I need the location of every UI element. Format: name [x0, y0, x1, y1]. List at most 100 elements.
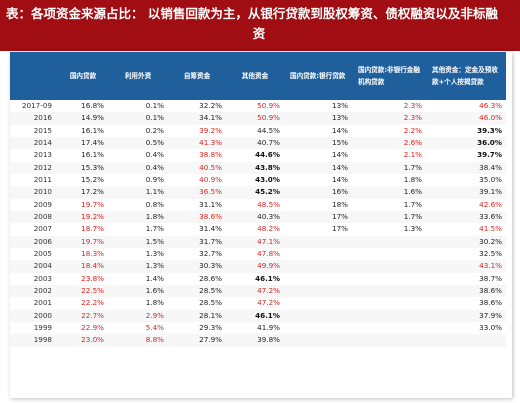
table-cell: 31.7% [168, 235, 226, 248]
table-cell: 22.5% [58, 284, 108, 298]
column-header: 国内贷款:非银行金融机构贷款 [358, 66, 420, 86]
table-row: 2008 19.2% 1.8% 38.6% 40.3% 17% 1.7% 33.6% [10, 210, 506, 224]
row-year: 2005 [33, 249, 52, 259]
table-cell: 42.6% [479, 199, 502, 209]
row-year: 2010 [10, 186, 58, 199]
table-row: 2015 16.1% 0.2% 39.2% 44.5% 14% 2.2% 39.3% [10, 125, 506, 137]
table-cell: 1.3% [403, 224, 422, 234]
table-cell: 33.6% [426, 210, 506, 224]
table-cell: 38.8% [199, 150, 222, 160]
table-cell: 1.7% [352, 210, 426, 224]
table-cell: 31.1% [199, 199, 222, 209]
table-title: 表：各项资金来源占比： 以销售回款为主，从银行贷款到股权筹资、债权融资以及非标融… [0, 0, 520, 51]
table-cell: 17.4% [58, 136, 108, 150]
table-cell: 46.1% [255, 273, 280, 283]
table-cell: 18% [332, 199, 348, 209]
table-cell: 28.6% [199, 273, 222, 283]
table-cell [352, 273, 426, 285]
table-cell: 32.7% [199, 249, 222, 259]
table-cell: 22.9% [81, 323, 104, 333]
table-cell: 37.9% [426, 309, 506, 322]
table-cell: 28.1% [168, 309, 226, 322]
table-cell: 13% [332, 101, 348, 111]
table-cell: 38.6% [426, 284, 506, 298]
table-cell: 14% [332, 125, 348, 135]
row-year: 2000 [10, 309, 58, 322]
column-header: 国内贷款:银行贷款 [290, 72, 346, 80]
table-cell: 16.1% [81, 125, 104, 135]
table-cell: 23.0% [58, 334, 108, 347]
table-cell: 46.0% [426, 112, 506, 125]
row-year: 2016 [10, 112, 58, 125]
table-cell [352, 248, 426, 260]
table-cell: 22.7% [58, 309, 108, 322]
table-cell: 40.5% [168, 161, 226, 174]
table-row: 2007 18.7% 1.7% 31.4% 48.2% 17% 1.3% 41.5% [10, 223, 506, 235]
table-row: 2001 22.2% 1.8% 28.5% 47.2% 38.6% [10, 297, 506, 309]
table-cell: 2.9% [108, 309, 168, 322]
table-cell: 5.4% [145, 323, 164, 333]
table-cell: 29.3% [199, 323, 222, 333]
table-cell [426, 334, 506, 347]
table-cell [284, 235, 352, 248]
row-year: 2008 [10, 210, 58, 224]
table-body: 2017-09 16.8% 0.1% 32.2% 50.9% 13% 2.3% 46.3% 20… [10, 100, 506, 347]
table-cell: 1.7% [352, 161, 426, 174]
table-cell: 36.5% [168, 186, 226, 199]
table-cell: 16% [284, 186, 352, 199]
row-year: 1999 [33, 323, 52, 333]
table-row: 2009 19.7% 0.8% 31.1% 48.5% 18% 1.7% 42.6% [10, 199, 506, 211]
table-row: 2014 17.4% 0.5% 41.3% 40.7% 15% 2.6% 36.0% [10, 136, 506, 150]
row-year: 2009 [33, 199, 52, 209]
row-year: 1998 [10, 334, 58, 347]
table-cell: 14% [332, 150, 348, 160]
table-row: 2006 19.7% 1.5% 31.7% 47.1% 30.2% [10, 235, 506, 248]
table-cell: 38.4% [426, 161, 506, 174]
table-cell: 17% [284, 210, 352, 224]
table-cell: 2.3% [352, 112, 426, 125]
table-cell: 45.2% [226, 186, 284, 199]
table-cell: 1.7% [145, 224, 164, 234]
table-cell [352, 309, 426, 322]
table-cell [284, 284, 352, 298]
table-cell: 16.1% [81, 150, 104, 160]
table-cell: 40.3% [226, 210, 284, 224]
table-cell: 2.1% [403, 150, 422, 160]
table-cell: 0.5% [108, 136, 168, 150]
table-row: 2016 14.9% 0.1% 34.1% 50.9% 13% 2.3% 46.0% [10, 112, 506, 125]
table-cell: 22.2% [81, 298, 104, 308]
table-cell: 13% [284, 112, 352, 125]
table-cell: 40.7% [226, 136, 284, 150]
table-cell: 18.4% [58, 260, 108, 273]
table-cell: 48.5% [257, 199, 280, 209]
table-cell: 49.9% [226, 260, 284, 273]
column-header: 自筹资金 [183, 72, 211, 80]
table-cell [352, 235, 426, 248]
table-cell: 1.3% [108, 260, 168, 273]
table-cell: 48.2% [257, 224, 280, 234]
table-header-row: 国内贷款 利用外资 自筹资金 其他资金 国内贷款:银行贷款 国内贷款:非银行金融机构贷款其… [10, 52, 506, 100]
table-cell: 15% [284, 136, 352, 150]
table-cell: 30.3% [168, 260, 226, 273]
table-cell: 41.5% [479, 224, 502, 234]
table-row: 2011 15.2% 0.9% 40.9% 43.0% 14% 1.8% 35.0% [10, 174, 506, 186]
title-line-1: 表：各项资金来源占比： 以销售回款为主，从银行贷款到股权筹资、债权融资以及非标融 [6, 6, 498, 21]
row-year: 2004 [10, 260, 58, 273]
table-cell: 1.6% [352, 186, 426, 199]
table-cell: 16.8% [81, 101, 104, 111]
header-year [10, 52, 58, 100]
table-cell: 1.4% [145, 273, 164, 283]
table-cell: 19.2% [58, 210, 108, 224]
row-year: 2011 [33, 175, 52, 185]
table-cell: 1.1% [108, 186, 168, 199]
table-cell: 17% [332, 224, 348, 234]
table-cell [352, 297, 426, 309]
table-cell: 0.1% [108, 112, 168, 125]
table-cell: 27.9% [168, 334, 226, 347]
table-cell [352, 284, 426, 298]
table-cell: 38.6% [479, 298, 502, 308]
column-header: 其他资金 [241, 72, 269, 80]
table-cell: 41.9% [257, 323, 280, 333]
table-cell: 47.8% [257, 249, 280, 259]
table-cell: 40.9% [199, 175, 222, 185]
